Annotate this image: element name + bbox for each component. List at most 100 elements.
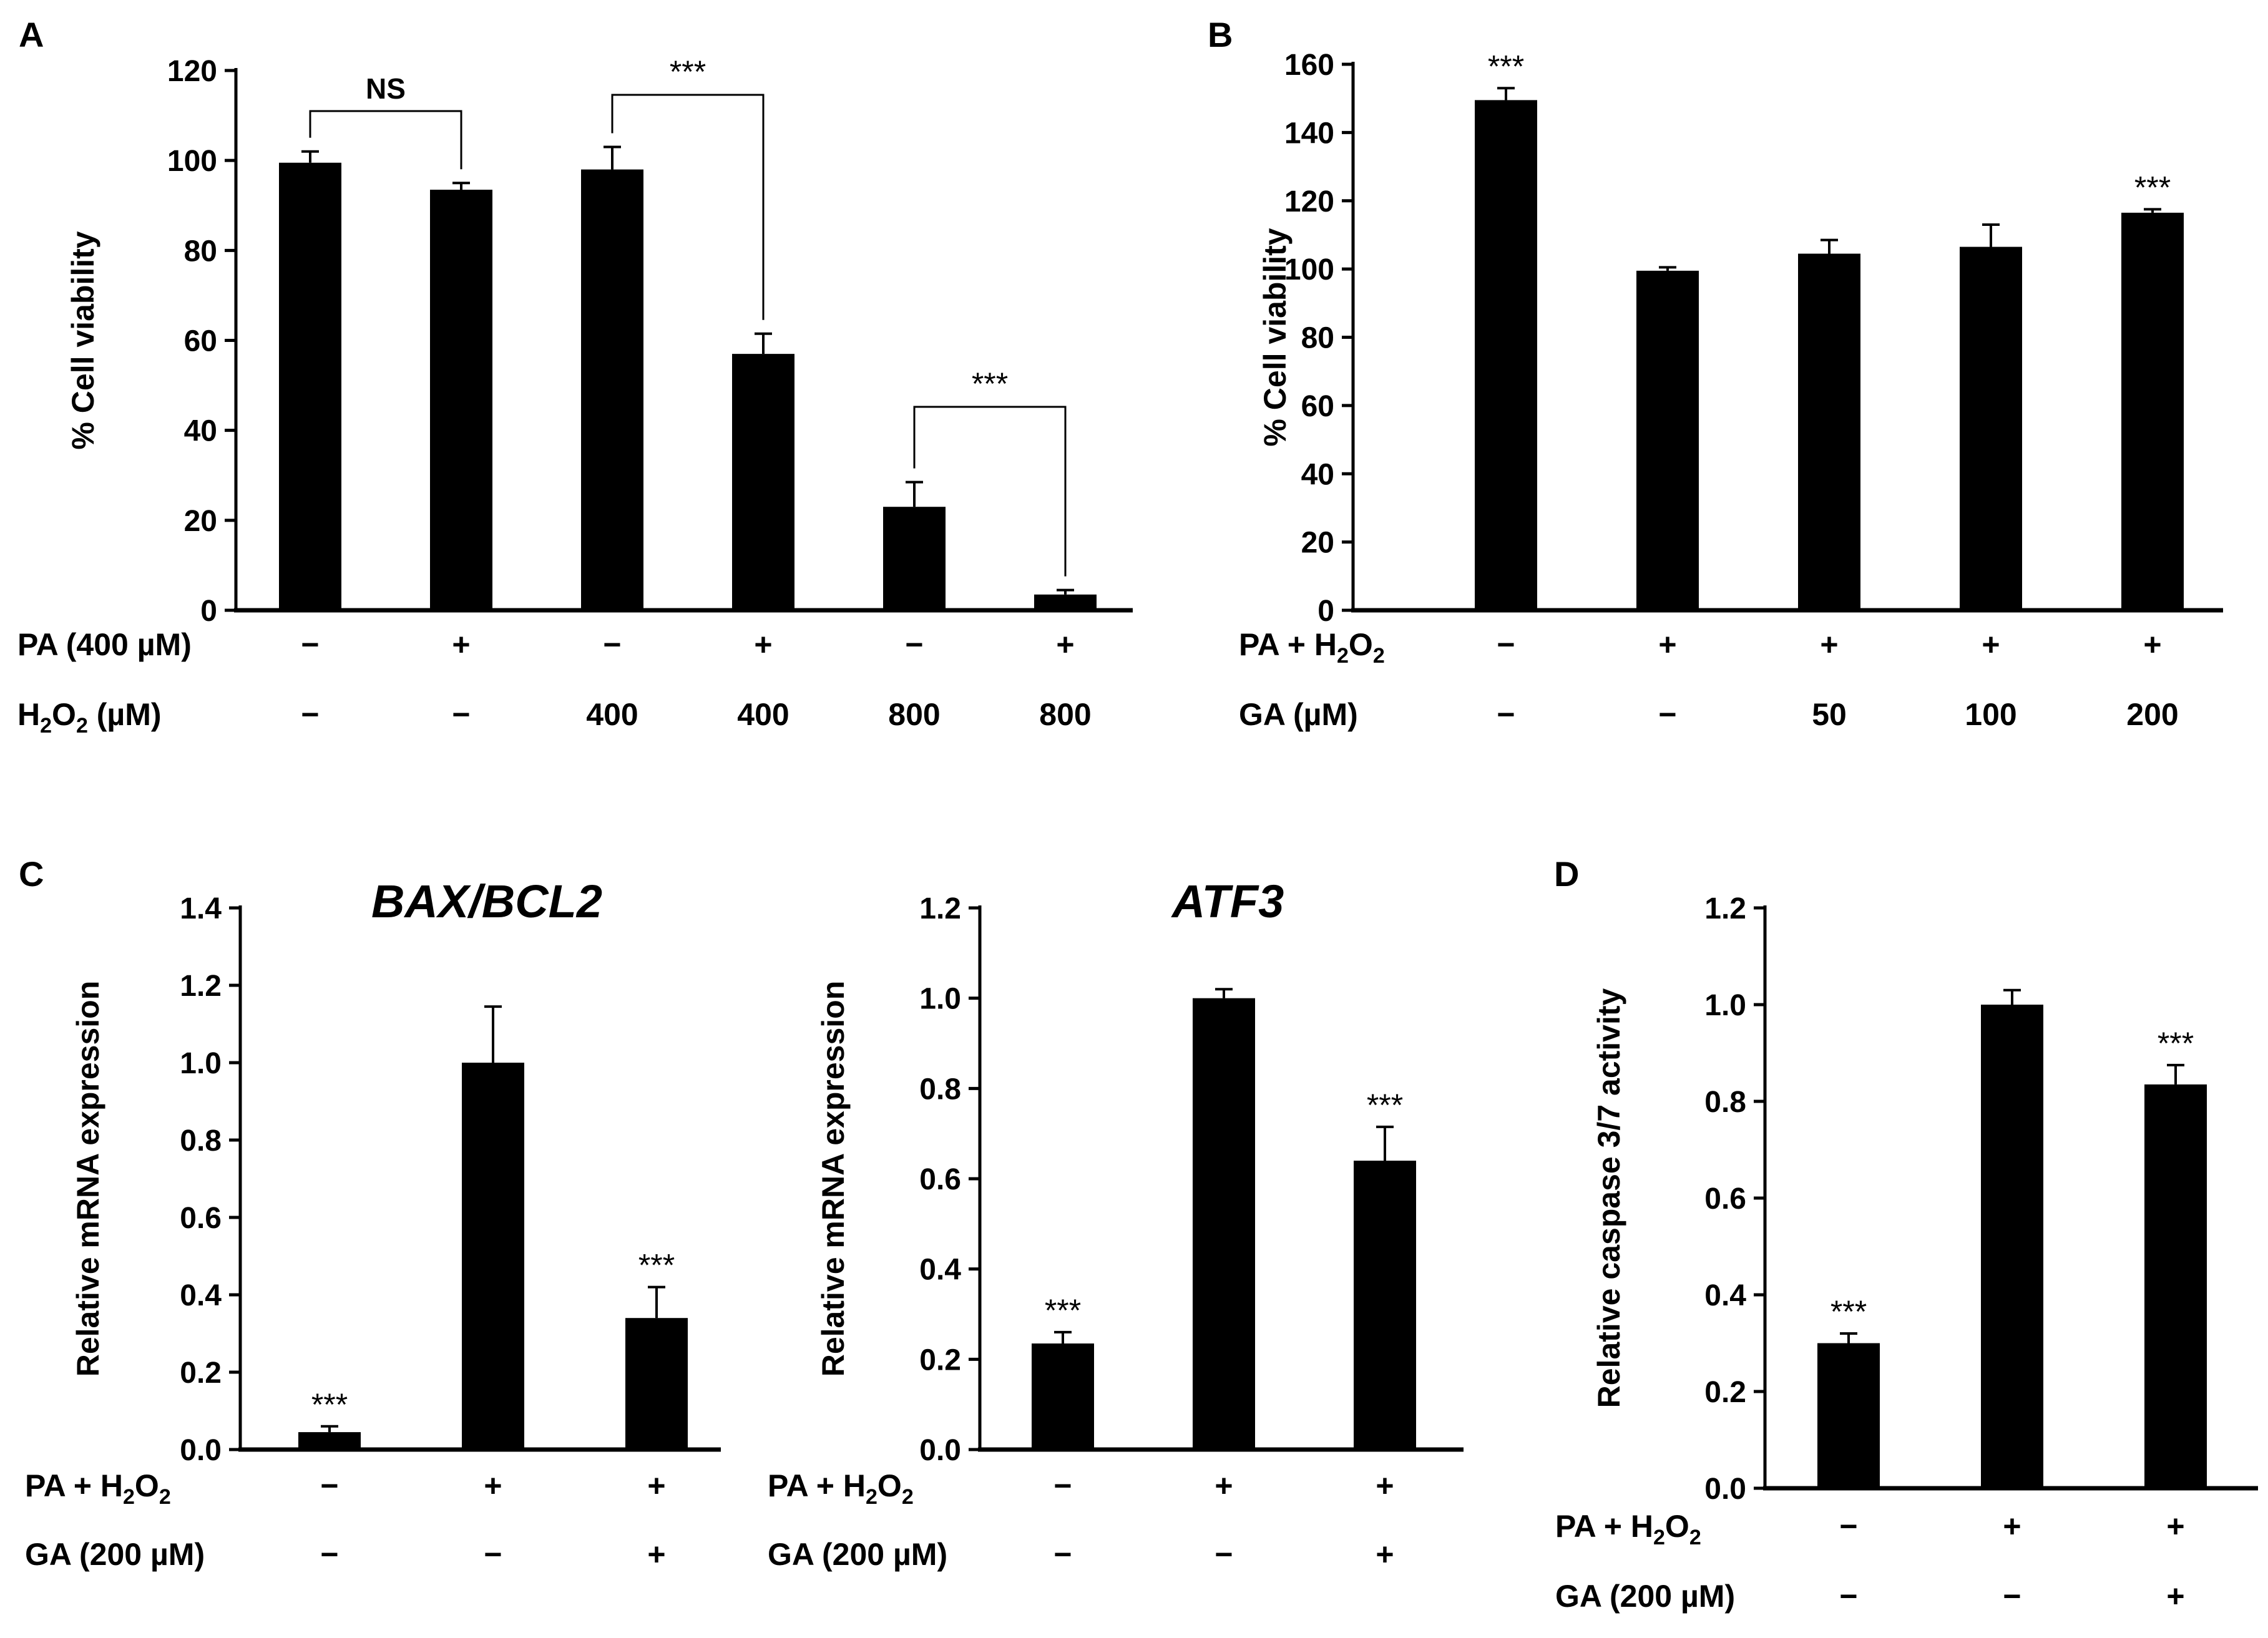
row-value: 50	[1812, 697, 1847, 732]
bar	[732, 354, 794, 610]
y-axis-title: % Cell viability	[1258, 228, 1293, 446]
bar	[430, 190, 492, 610]
row-value: −	[1839, 1579, 1857, 1614]
chart-panel-a: A 0 20 40 60 80 100 120 % Cell viability NS *** ***…	[17, 15, 1133, 738]
row-value: −	[1658, 697, 1676, 732]
row-value: 400	[586, 697, 638, 732]
bar	[1193, 998, 1255, 1450]
row-value: +	[1056, 627, 1074, 662]
row-label: GA (200 µM)	[1555, 1579, 1735, 1614]
label-part: O	[135, 1468, 159, 1503]
y-tick-label: 100	[1284, 253, 1334, 286]
panel-letter: A	[19, 15, 44, 54]
row-value: 400	[737, 697, 789, 732]
row-value: −	[1215, 1537, 1233, 1572]
bar	[625, 1318, 688, 1450]
row-value: −	[1497, 627, 1515, 662]
chart-panel-b: B 0 20 40 60 80 100 120 140 160 % Cell viability **…	[1208, 15, 2223, 732]
significance-marker: ***	[1831, 1294, 1867, 1329]
y-tick-label: 1.2	[180, 970, 222, 1003]
significance-marker: ***	[638, 1248, 675, 1283]
row-value: 800	[888, 697, 940, 732]
y-tick-label: 0.8	[919, 1073, 961, 1106]
label-part: 2	[1337, 644, 1349, 668]
row-label: GA (200 µM)	[25, 1537, 205, 1572]
y-tick-label: 0.4	[919, 1254, 961, 1287]
label-part: 2	[1653, 1526, 1665, 1549]
chart-title: ATF3	[1171, 875, 1284, 927]
significance-marker: ***	[311, 1387, 348, 1422]
chart-panel-d: D 0.0 0.2 0.4 0.6 0.8 1.0 1.2 Relative caspase 3…	[1554, 854, 2258, 1614]
y-tick-label: 40	[184, 415, 217, 448]
y-tick-label: 80	[1301, 322, 1334, 355]
y-tick-label: 0.6	[919, 1163, 961, 1196]
y-tick-label: 40	[1301, 458, 1334, 491]
y-tick-label: 1.4	[180, 892, 222, 925]
label-part: PA + H	[1239, 627, 1337, 662]
row-value: +	[647, 1537, 665, 1572]
y-tick-label: 1.0	[1704, 989, 1746, 1022]
row-value: −	[1053, 1468, 1072, 1503]
row-value: +	[2166, 1509, 2184, 1544]
label-part: PA + H	[25, 1468, 123, 1503]
y-tick-label: 20	[184, 505, 217, 538]
row-value: 100	[1965, 697, 2016, 732]
y-tick-label: 1.2	[1704, 892, 1746, 925]
label-part: (µM)	[88, 697, 162, 732]
significance-marker: ***	[2134, 170, 2171, 205]
row-value: +	[2166, 1579, 2184, 1614]
row-label: GA (µM)	[1239, 697, 1358, 732]
y-tick-label: 0.0	[180, 1434, 222, 1467]
bar	[581, 169, 643, 610]
label-part: PA + H	[1555, 1509, 1653, 1544]
row-label: PA + H2O2	[1555, 1509, 1701, 1549]
y-tick-label: 60	[184, 325, 217, 358]
row-value: +	[1215, 1468, 1233, 1503]
y-tick-label: 20	[1301, 527, 1334, 560]
label-part: 2	[866, 1485, 877, 1509]
y-tick-label: 0.8	[1704, 1086, 1746, 1119]
y-tick-label: 120	[167, 55, 217, 88]
label-part: 2	[1689, 1526, 1701, 1549]
row-value: +	[647, 1468, 665, 1503]
y-tick-label: 0.4	[180, 1279, 222, 1312]
y-tick-label: 0.4	[1704, 1279, 1746, 1312]
y-axis-title: % Cell viability	[66, 231, 100, 449]
row-value: −	[301, 697, 319, 732]
y-tick-label: 0	[200, 595, 217, 628]
row-value: −	[2003, 1579, 2021, 1614]
row-label: GA (200 µM)	[768, 1537, 947, 1572]
bar	[1636, 270, 1699, 610]
row-value: +	[1658, 627, 1676, 662]
label-part: H	[17, 697, 40, 732]
row-value: +	[1820, 627, 1838, 662]
bar	[1817, 1343, 1880, 1488]
comparison-bracket	[611, 94, 765, 320]
row-value: −	[1497, 697, 1515, 732]
panel-letter: D	[1554, 854, 1579, 894]
row-value: −	[301, 627, 319, 662]
bar	[2144, 1084, 2207, 1488]
y-tick-label: 120	[1284, 185, 1334, 218]
bar	[1475, 100, 1537, 610]
y-tick-label: 80	[184, 235, 217, 268]
label-part: 2	[76, 714, 88, 738]
chart-panel-atf3: 0.0 0.2 0.4 0.6 0.8 1.0 1.2 Relative mRNA expre…	[768, 875, 1464, 1572]
y-tick-label: 60	[1301, 390, 1334, 423]
bar	[1960, 246, 2022, 610]
label-part: 2	[159, 1485, 171, 1509]
row-label: PA + H2O2	[768, 1468, 914, 1509]
row-value: −	[484, 1537, 502, 1572]
y-tick-label: 1.2	[919, 892, 961, 925]
row-value: −	[320, 1468, 338, 1503]
row-value: +	[484, 1468, 502, 1503]
bar	[1798, 253, 1860, 610]
bar	[2121, 212, 2184, 610]
bar	[883, 507, 946, 610]
y-tick-label: 0.2	[180, 1357, 222, 1390]
bar	[1354, 1161, 1416, 1450]
y-tick-label: 0	[1317, 595, 1334, 628]
y-axis-title: Relative caspase 3/7 activity	[1591, 988, 1626, 1408]
row-value: +	[1376, 1468, 1394, 1503]
label-part: 2	[902, 1485, 914, 1509]
